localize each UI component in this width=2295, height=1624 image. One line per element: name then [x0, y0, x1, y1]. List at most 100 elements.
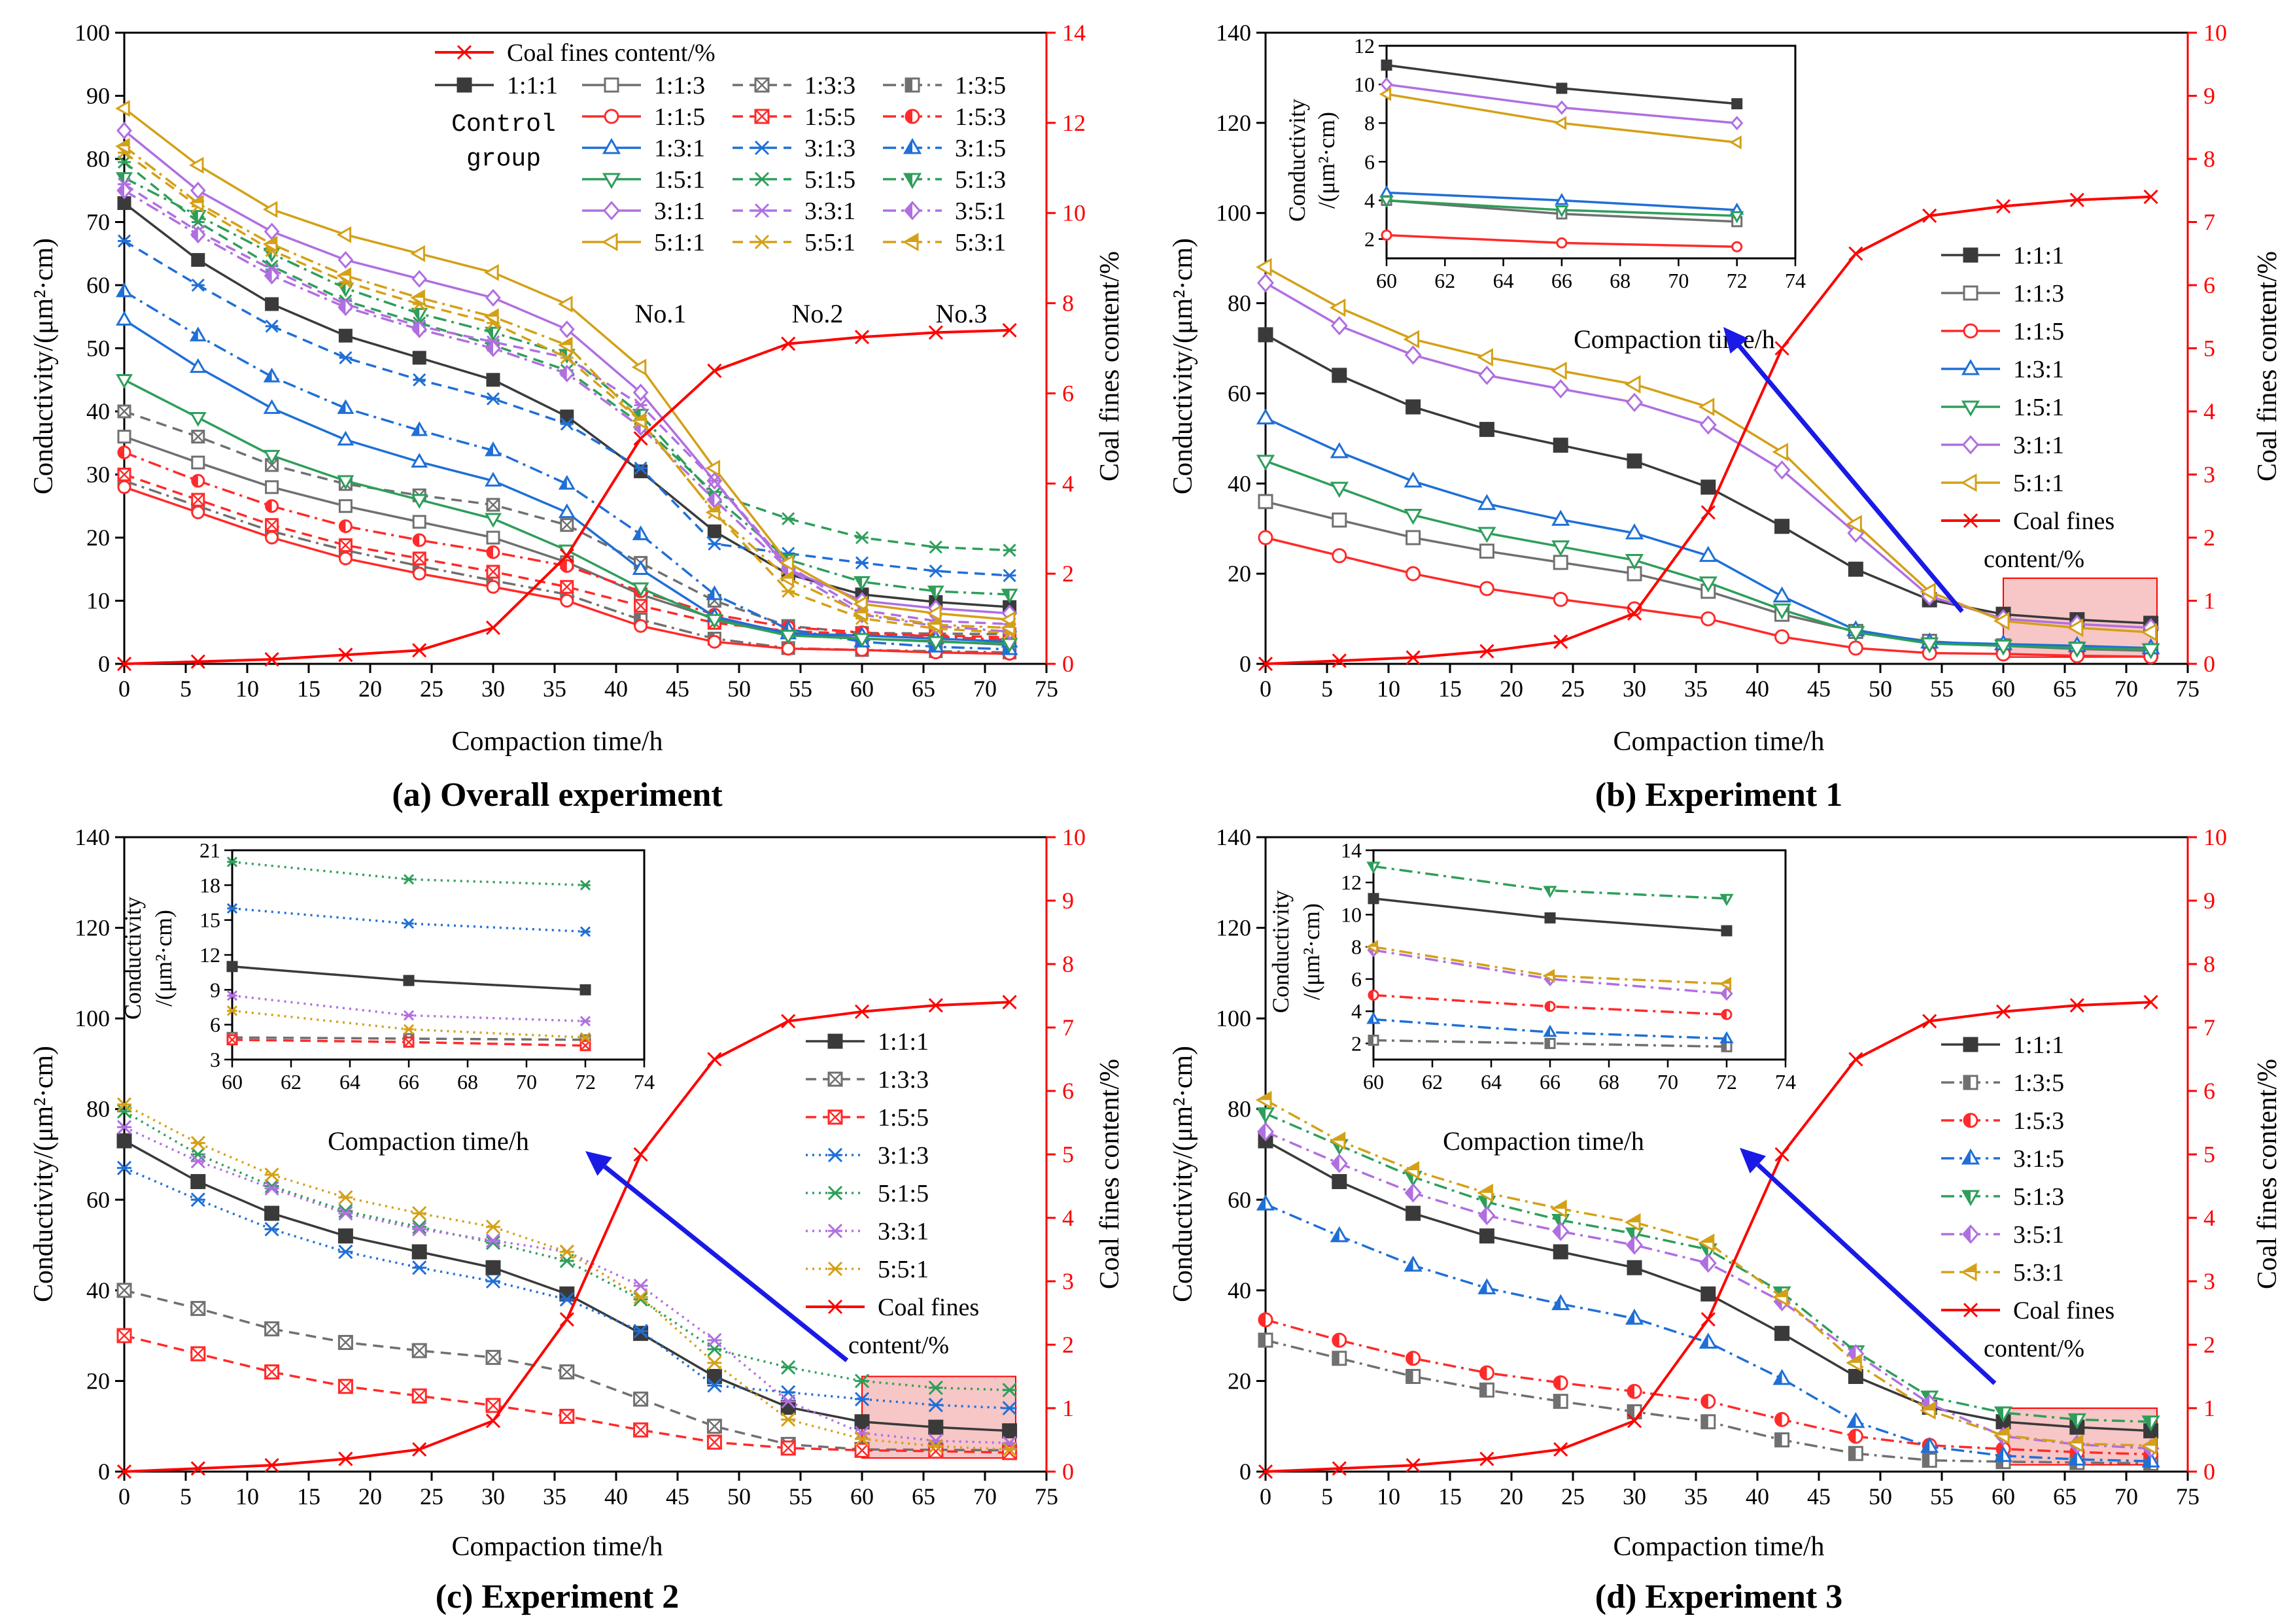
panel-b-inset-x-tick-label: 60: [1376, 269, 1397, 292]
panel-d-point-1-1-1: [1553, 1244, 1568, 1260]
panel-a-point-5-3-1-fill: [929, 617, 940, 625]
panel-a-annotation-no1: No.1: [635, 299, 687, 328]
panel-d-point-5-3-1-fill: [1479, 1185, 1493, 1193]
panel-a-point-1-1-5: [560, 594, 574, 608]
panel-a-point-3-1-5: [411, 421, 428, 436]
panel-d-legend-marker-fill: [1963, 1226, 1971, 1243]
panel-b-y2-tick-label: 2: [2203, 525, 2215, 551]
panel-b-x-tick-label: 5: [1321, 676, 1333, 702]
panel-d-inset-x-tick-label: 60: [1363, 1070, 1384, 1094]
panel-b-point-1-1-3: [1553, 555, 1568, 570]
panel-d-point-3-5-1-fill: [1479, 1207, 1487, 1224]
panel-a-legend-item-coal: Coal fines content/%: [435, 39, 716, 67]
panel-c-y2-tick-label: 3: [1062, 1268, 1074, 1294]
panel-b-point-coal-fines: [1627, 606, 1642, 621]
panel-b-y-tick-label: 120: [1216, 110, 1251, 136]
panel-c-legend-marker-cross: [828, 1110, 842, 1124]
panel-d-point-3-1-5-fill: [2143, 1453, 2151, 1467]
panel-a-point-3-1-5-fill: [486, 443, 493, 456]
panel-d-y2-tick-label: 4: [2203, 1205, 2215, 1231]
panel-c-point-3-3-1: [781, 1394, 796, 1409]
panel-c-legend-label: 3:3:1: [878, 1218, 929, 1245]
panel-c-legend-item-5-1-5: 5:1:5: [806, 1180, 929, 1207]
panel-a-point-1-5-5-cross: [560, 580, 574, 594]
panel-b-x-tick-label: 70: [2114, 676, 2138, 702]
panel-d-point-1-5-3-fill: [1628, 1385, 1634, 1398]
panel-b-legend-item-1-3-1: 1:3:1: [1941, 356, 2064, 383]
panel-d-point-coal-fines: [1258, 1464, 1273, 1479]
panel-d-legend-label: Coal fines: [2013, 1297, 2114, 1324]
panel-c-point-1-3-3-cross: [412, 1343, 427, 1358]
panel-c-x-axis-label: Compaction time/h: [451, 1532, 663, 1562]
panel-b-legend-label: 1:5:1: [2013, 394, 2064, 421]
panel-a-legend-label: 5:1:3: [955, 166, 1006, 194]
panel-a-point-5-1-3: [189, 210, 207, 225]
panel-d-x-tick-label: 70: [2114, 1483, 2138, 1510]
panel-d-inset-point-5-1-3: [1366, 861, 1381, 874]
panel-b-x-tick-label: 30: [1623, 676, 1646, 702]
panel-b-point-coal-fines: [1332, 653, 1347, 668]
panel-a-point-1-5-3-fill: [192, 475, 198, 487]
panel-c-y-tick-label: 140: [75, 824, 110, 850]
panel-d-x-tick-label: 20: [1500, 1483, 1523, 1510]
panel-a-point-5-3-1: [336, 267, 352, 285]
panel-b-x-tick-label: 15: [1438, 676, 1462, 702]
panel-a-x-axis-label: Compaction time/h: [451, 727, 663, 757]
panel-b-point-3-1-1: [1330, 316, 1348, 336]
panel-b-y2-tick-label: 9: [2203, 83, 2215, 109]
panel-a-point-5-1-3: [1001, 589, 1018, 604]
panel-d-point-1-3-5: [1332, 1351, 1347, 1366]
panel-d-inset-series-1-3-5: [1368, 1034, 1733, 1052]
panel-a-y-tick-label: 20: [86, 525, 110, 551]
panel-b-point-coal-fines: [1258, 656, 1273, 672]
panel-a-point-3-1-1: [485, 288, 501, 307]
panel-d-inset-series-3-1-5: [1366, 1012, 1734, 1044]
panel-b-y2-tick-label: 10: [2203, 20, 2227, 46]
panel-d-inset-line-3-5-1: [1373, 948, 1727, 995]
panel-c-legend-label: 1:5:5: [878, 1104, 929, 1132]
panel-d-inset-point-1-5-3: [1368, 990, 1379, 1001]
panel-d-point-5-3-1: [1624, 1213, 1641, 1232]
panel-a-point-5-3-1: [262, 235, 278, 253]
panel-d-point-5-3-1: [1329, 1132, 1346, 1150]
panel-d-x-axis-label: Compaction time/h: [1613, 1532, 1824, 1562]
panel-d-legend-item-coal: Coal fines content/%: [1941, 1297, 2114, 1362]
panel-a-point-3-5-1-fill: [191, 227, 198, 243]
panel-c-point-1-3-3-cross: [633, 1392, 648, 1407]
panel-d-x-tick-label: 40: [1746, 1483, 1769, 1510]
panel-b-point-1-1-1: [1700, 479, 1716, 495]
panel-a-legend-item-1-5-5: 1:5:5: [733, 103, 855, 131]
panel-a-point-3-1-3: [117, 234, 131, 248]
panel-a-point-1-5-5-cross: [339, 538, 353, 552]
panel-d-legend-marker: [1960, 1262, 1977, 1282]
panel-d-point-3-1-5: [1404, 1255, 1423, 1272]
panel-c-inset-point-1-1-1: [226, 961, 238, 973]
panel-d-inset-frame: [1372, 849, 1787, 1061]
panel-a-point-1-3-5-fill: [487, 574, 493, 587]
panel-c-x-tick-label: 5: [180, 1483, 192, 1510]
panel-d-point-coal-fines: [1700, 1312, 1716, 1327]
panel-d-legend-marker-fill: [1963, 1191, 1971, 1204]
panel-b-x-tick-label: 20: [1500, 676, 1523, 702]
panel-d-point-1-3-5-fill: [1628, 1405, 1634, 1419]
panel-a-point-5-1-5: [117, 155, 131, 169]
panel-a-point-1-3-1: [337, 430, 354, 446]
panel-b-point-1-5-1: [1993, 639, 2013, 656]
panel-a-point-5-3-1-fill: [781, 572, 793, 579]
panel-a-point-1-1-3: [117, 430, 131, 444]
panel-d-inset-x-label: Compaction time/h: [1443, 1126, 1644, 1156]
panel-a-point-3-1-3: [265, 319, 279, 333]
panel-a-x-tick-label: 65: [912, 676, 935, 702]
panel-d-point-1-1-1: [1774, 1326, 1790, 1341]
panel-a-legend-label: 5:3:1: [955, 229, 1006, 256]
panel-a-point-3-1-1: [190, 181, 206, 199]
panel-a-point-1-1-1: [412, 351, 426, 365]
panel-c-point-3-1-3: [707, 1378, 722, 1393]
panel-b-inset-point-5-1-1: [1379, 87, 1392, 101]
panel-b-legend-item-coal: Coal fines content/%: [1941, 508, 2114, 573]
panel-c-inset-point-1-5-5: [579, 1040, 591, 1052]
panel-c-inset-x-tick-label: 70: [516, 1070, 537, 1094]
panel-a-point-coal-fines: [264, 652, 279, 667]
panel-d-inset-point-1-3-5: [1721, 1041, 1733, 1052]
panel-c-point-1-5-5-cross: [264, 1364, 279, 1379]
